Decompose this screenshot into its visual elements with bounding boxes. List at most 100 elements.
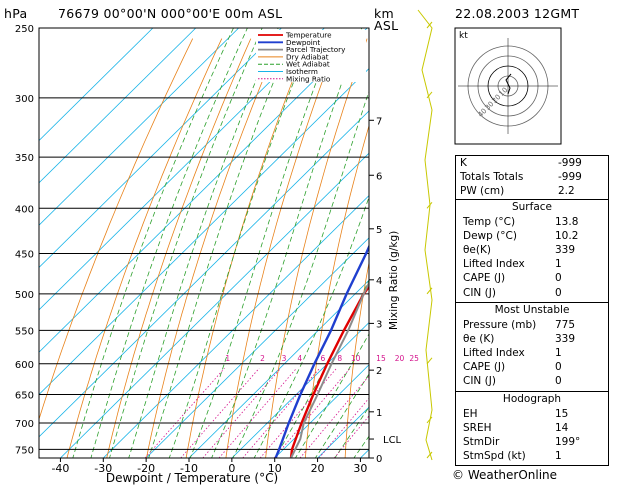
x-tick-label: 20 xyxy=(311,462,325,475)
isotherm-line xyxy=(39,28,197,184)
isotherm-line xyxy=(39,28,282,269)
mixing-ratio-label: 15 xyxy=(376,354,386,363)
hodograph-value: 199° xyxy=(555,436,581,448)
mixing-ratio-label: 2 xyxy=(260,354,265,363)
most-unstable-label: θe (K) xyxy=(463,332,495,345)
dry-adiabat-line xyxy=(225,38,339,458)
index-row: PW (cm) 2.2 xyxy=(456,184,608,198)
pressure-tick-label: 650 xyxy=(15,391,34,402)
wet-adiabat-line xyxy=(189,28,338,458)
km-tick-label: 7 xyxy=(376,116,382,127)
surface-row: θe(K) 339 xyxy=(459,243,605,257)
km-tick-label: 4 xyxy=(376,276,382,287)
index-label: Totals Totals xyxy=(460,171,524,184)
surface-row: CAPE (J) 0 xyxy=(459,271,605,285)
most-unstable-row: Pressure (mb) 775 xyxy=(459,318,605,332)
x-tick-label: -20 xyxy=(137,462,155,475)
hodograph-row: StmDir 199° xyxy=(459,435,605,449)
legend-label: Parcel Trajectory xyxy=(286,45,346,54)
mixing-ratio-line xyxy=(242,368,320,458)
isotherm-line xyxy=(39,68,369,396)
pressure-tick-label: 700 xyxy=(15,419,34,430)
wind-barb xyxy=(426,91,433,99)
isotherm-line xyxy=(39,28,325,311)
isotherm-line xyxy=(274,364,369,458)
km-tick-label: 5 xyxy=(376,225,382,236)
series-parcel-trajectory xyxy=(290,280,369,458)
station-label: 76679 00°00'N 000°00'E 00m ASL xyxy=(58,6,283,21)
hodograph-row: StmSpd (kt) 1 xyxy=(459,449,605,463)
mixing-ratio-line xyxy=(259,368,337,458)
most-unstable-value: 0 xyxy=(555,375,562,388)
pressure-tick-label: 300 xyxy=(15,94,34,105)
wind-barb xyxy=(426,451,433,459)
dry-adiabat-line xyxy=(146,38,281,458)
surface-row: Lifted Index 1 xyxy=(459,257,605,271)
pressure-tick-label: 400 xyxy=(15,204,34,215)
most-unstable-label: Lifted Index xyxy=(463,347,525,360)
km-tick-label: 2 xyxy=(376,366,382,377)
dry-adiabat-line xyxy=(304,124,369,458)
hodograph-ring-label: 10 xyxy=(497,86,509,98)
mixing-ratio-line xyxy=(218,368,297,458)
most-unstable-row: θe (K) 339 xyxy=(459,332,605,346)
surface-row: Dewp (°C) 10.2 xyxy=(459,229,605,243)
mixing-ratio-label: 6 xyxy=(320,354,325,363)
wet-adiabat-line xyxy=(253,195,369,458)
wind-profile-line xyxy=(417,9,433,461)
mixing-ratio-label: 1 xyxy=(225,354,230,363)
isotherm-line xyxy=(103,195,369,458)
hodograph-value: 14 xyxy=(555,421,569,434)
pressure-tick-label: 450 xyxy=(15,249,34,260)
most-unstable-value: 339 xyxy=(555,332,576,345)
hodograph-label: StmDir xyxy=(463,436,500,448)
legend-label: Dewpoint xyxy=(286,38,320,47)
mixing-ratio-label: 20 xyxy=(395,354,405,363)
surface-label: Dewp (°C) xyxy=(463,229,517,242)
surface-row: Temp (°C) 13.8 xyxy=(459,215,605,229)
mixing-ratio-line xyxy=(299,375,369,458)
asl-label: ASL xyxy=(374,18,399,33)
index-row: Totals Totals -999 xyxy=(456,170,608,184)
x-tick-label: -10 xyxy=(180,462,198,475)
most-unstable-label: CAPE (J) xyxy=(463,361,506,374)
most-unstable-row: CAPE (J) 0 xyxy=(459,360,605,374)
mixing-ratio-label: 4 xyxy=(297,354,302,363)
isotherm-line xyxy=(188,279,369,458)
index-label: K xyxy=(460,157,467,169)
hodograph-kt-label: kt xyxy=(459,31,468,41)
most-unstable-value: 1 xyxy=(555,347,562,360)
legend-label: Wet Adiabat xyxy=(286,60,330,69)
hodograph-value: 15 xyxy=(555,407,569,420)
hodograph-title: Hodograph xyxy=(502,392,562,405)
mixing-ratio-line xyxy=(144,368,225,458)
surface-value: 13.8 xyxy=(555,215,579,228)
mixing-ratio-line xyxy=(333,415,369,458)
hodograph-trace xyxy=(505,73,512,95)
hodograph-label: EH xyxy=(463,407,478,420)
hodograph-row: SREH 14 xyxy=(459,421,605,435)
weatheronline-brand: © WeatherOnline xyxy=(452,468,558,482)
dry-adiabat-line xyxy=(265,38,368,458)
wet-adiabat-line xyxy=(72,28,234,458)
pressure-tick-label: 350 xyxy=(15,153,34,164)
mixing-ratio-line xyxy=(202,368,282,458)
surface-label: θe(K) xyxy=(463,243,491,256)
surface-title: Surface xyxy=(511,200,552,213)
index-row: K -999 xyxy=(456,156,608,170)
most-unstable-row: CIN (J) 0 xyxy=(459,374,605,388)
wet-adiabat-line xyxy=(148,28,296,458)
x-axis-title: Dewpoint / Temperature (°C) xyxy=(106,471,278,485)
hodograph-value: 1 xyxy=(555,450,562,463)
index-value: -999 xyxy=(558,171,582,184)
surface-value: 0 xyxy=(555,286,562,299)
legend-label: Dry Adiabat xyxy=(286,52,329,61)
wind-barb xyxy=(426,357,433,365)
isotherm-line xyxy=(60,152,369,458)
index-value: -999 xyxy=(558,157,582,169)
dry-adiabat-line xyxy=(106,38,252,458)
x-tick-label: 30 xyxy=(353,462,367,475)
dry-adiabat-line xyxy=(39,38,194,421)
wet-adiabat-line xyxy=(168,28,316,458)
index-value: 2.2 xyxy=(558,185,575,198)
